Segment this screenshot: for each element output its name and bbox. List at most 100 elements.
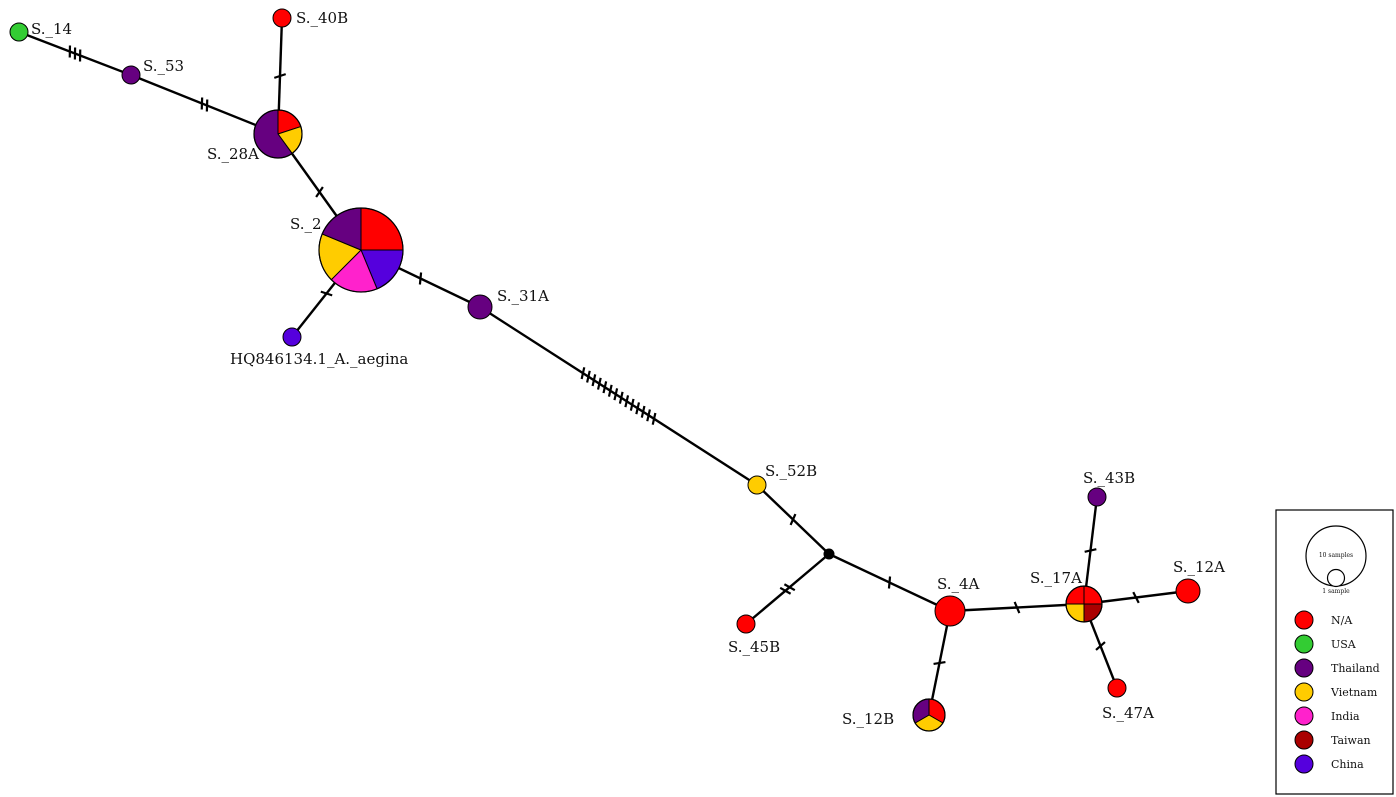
mutation-tick xyxy=(1095,641,1106,651)
haplotype-label: S._53 xyxy=(143,57,184,75)
mutation-tick xyxy=(640,405,646,418)
legend: 10 samples 1 sample N/A USA Thailand Vietna… xyxy=(1275,509,1394,795)
legend-label: India xyxy=(1331,710,1360,723)
haplotype-S._14 xyxy=(9,22,29,42)
haplotype-label: S._31A xyxy=(497,287,549,305)
haplotype-S._12A xyxy=(1175,578,1201,604)
haplotype-S._28A xyxy=(253,109,303,159)
haplotype-circle xyxy=(934,595,966,627)
legend-label: N/A xyxy=(1331,614,1353,627)
haplotype-S._31A xyxy=(467,294,493,320)
mutation-tick xyxy=(602,381,608,394)
mutation-tick xyxy=(1013,601,1021,614)
haplotype-outline xyxy=(912,698,946,732)
mutation-tick xyxy=(1084,548,1097,553)
haplotype-S._17A xyxy=(1065,585,1103,623)
haplotype-S._2 xyxy=(318,207,404,293)
haplotype-label: S._4A xyxy=(937,575,980,593)
haplotype-circle xyxy=(9,22,29,42)
mutation-tick xyxy=(624,395,630,408)
mutation-tick xyxy=(779,586,792,595)
haplotype-S._52B xyxy=(747,475,767,495)
legend-label: China xyxy=(1331,758,1364,771)
edge-S._31A-S._52B xyxy=(479,305,758,487)
mutation-tick xyxy=(273,73,287,79)
network-edges xyxy=(18,17,1189,716)
mutation-tick xyxy=(783,583,796,592)
haplotype-S._53 xyxy=(121,65,141,85)
legend-label: USA xyxy=(1331,638,1357,651)
haplotype-outline xyxy=(318,207,404,293)
haplotype-S._45B xyxy=(736,614,756,634)
mutation-tick xyxy=(1132,591,1140,604)
mutation-tick xyxy=(635,402,641,415)
haplotype-S._40B xyxy=(272,8,292,28)
haplotype-S._47A xyxy=(1107,678,1127,698)
mutation-tick xyxy=(580,367,586,380)
haplotype-circle xyxy=(272,8,292,28)
mutation-tick xyxy=(789,513,797,526)
haplotype-circle xyxy=(1175,578,1201,604)
legend-swatch xyxy=(1294,610,1314,630)
haplotype-outline xyxy=(253,109,303,159)
edge-median1-S._45B xyxy=(745,553,830,625)
haplotype-circle xyxy=(1087,487,1107,507)
mutation-tick xyxy=(651,412,657,425)
haplotype-circle xyxy=(467,294,493,320)
haplotype-label: S._45B xyxy=(728,638,780,656)
mutation-tick xyxy=(418,272,423,285)
haplotype-circle xyxy=(823,548,835,560)
legend-swatch xyxy=(1294,754,1314,774)
haplotype-S._43B xyxy=(1087,487,1107,507)
network-nodes xyxy=(9,8,1201,732)
haplotype-label: S._12A xyxy=(1173,558,1225,576)
mutation-tick xyxy=(586,370,591,383)
haplotype-S._12B xyxy=(912,698,946,732)
haplotype-label: S._12B xyxy=(842,710,894,728)
haplotype-label: S._2 xyxy=(290,215,322,233)
haplotype-label: HQ846134.1_A._aegina xyxy=(230,350,408,368)
haplotype-label: S._52B xyxy=(765,462,817,480)
haplotype-HQ846134 xyxy=(282,327,302,347)
haplotype-circle xyxy=(747,475,767,495)
haplotype-S._4A xyxy=(934,595,966,627)
haplotype-circle xyxy=(121,65,141,85)
legend-label: Vietnam xyxy=(1330,686,1378,699)
mutation-tick xyxy=(320,290,333,297)
network-labels: S._14 S._53 S._40B S._28A S._2 HQ846134.1_A._… xyxy=(31,9,1225,728)
haplotype-median1 xyxy=(823,548,835,560)
legend-size-large-label: 10 samples xyxy=(1319,552,1353,559)
haplotype-circle xyxy=(736,614,756,634)
mutation-tick xyxy=(613,388,619,401)
haplotype-label: S._40B xyxy=(296,9,348,27)
legend-size-small-circle xyxy=(1326,568,1346,588)
mutation-tick xyxy=(887,576,892,589)
legend-swatch xyxy=(1294,634,1314,654)
mutation-tick xyxy=(607,384,613,397)
mutation-tick xyxy=(596,377,602,390)
mutation-tick xyxy=(591,374,597,387)
mutation-tick xyxy=(646,409,651,422)
edge-S._53-S._28A xyxy=(130,73,279,136)
mutation-tick xyxy=(933,661,946,665)
haplotype-label: S._14 xyxy=(31,20,72,38)
legend-size-small-label: 1 sample xyxy=(1322,588,1350,595)
haplotype-label: S._43B xyxy=(1083,469,1135,487)
haplotype-circle xyxy=(1107,678,1127,698)
legend-entries: N/A USA Thailand Vietnam India Taiwan China xyxy=(1294,610,1380,774)
haplotype-label: S._47A xyxy=(1102,704,1154,722)
haplotype-circle xyxy=(282,327,302,347)
haplotype-label: S._28A xyxy=(207,145,259,163)
legend-swatch xyxy=(1294,730,1314,750)
legend-swatch xyxy=(1294,682,1314,702)
legend-label: Thailand xyxy=(1331,662,1380,675)
haplotype-label: S._17A xyxy=(1030,569,1082,587)
legend-swatch xyxy=(1294,658,1314,678)
legend-label: Taiwan xyxy=(1331,734,1371,747)
mutation-tick xyxy=(629,398,635,411)
mutation-tick xyxy=(618,391,624,404)
legend-swatch xyxy=(1294,706,1314,726)
mutation-tick xyxy=(315,186,324,198)
haplotype-outline xyxy=(1065,585,1103,623)
